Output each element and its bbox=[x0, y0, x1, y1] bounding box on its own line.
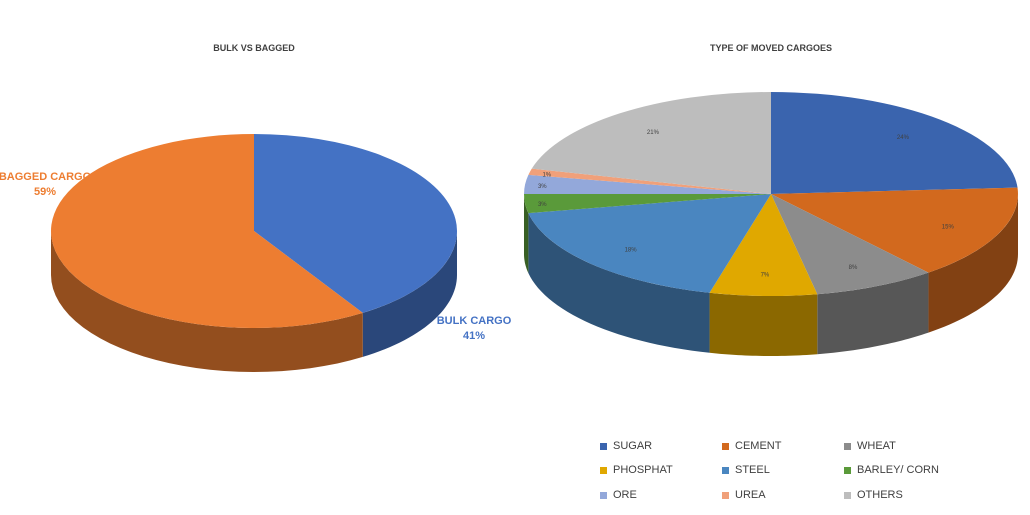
chart2-value-others: 21% bbox=[647, 130, 660, 136]
chart2-pie: 24% 15% 8% 7% 18% 3% 3% 1% 21% bbox=[524, 92, 1018, 356]
pie2-slice-wheat bbox=[771, 194, 929, 295]
pie2-side-cement bbox=[928, 194, 1018, 333]
legend-label-sugar: SUGAR bbox=[613, 440, 653, 452]
legend-label-others: OTHERS bbox=[857, 489, 903, 501]
chart2-value-phosphat: 7% bbox=[761, 273, 770, 279]
legend-label-barley-corn: BARLEY/ CORN bbox=[857, 464, 939, 476]
legend-swatch-cement bbox=[722, 442, 729, 450]
legend-item-steel: STEEL bbox=[722, 464, 770, 476]
legend-label-wheat: WHEAT bbox=[857, 440, 896, 452]
chart2-value-steel: 18% bbox=[625, 248, 638, 254]
legend-item-wheat: WHEAT bbox=[844, 440, 896, 452]
pie2-slice-cement bbox=[771, 187, 1018, 273]
pie2-slice-urea bbox=[528, 168, 771, 194]
legend-label-steel: STEEL bbox=[735, 464, 770, 476]
chart1-value-bagged-cargo: 59% bbox=[34, 186, 56, 198]
pie2-side-wheat bbox=[817, 272, 929, 355]
chart2-value-urea: 1% bbox=[542, 172, 551, 178]
pie2-side-phosphat bbox=[709, 292, 818, 356]
chart2-value-cement: 15% bbox=[942, 225, 955, 231]
legend-swatch-wheat bbox=[844, 442, 851, 450]
chart1-label-bulk-cargo: BULK CARGO bbox=[437, 315, 512, 327]
pie1-side-bulk-cargo bbox=[362, 231, 457, 357]
pie2-slice-steel bbox=[528, 194, 771, 293]
legend-label-ore: ORE bbox=[613, 489, 637, 501]
legend-swatch-barley-corn bbox=[844, 466, 851, 474]
chart1-title: BULK VS BAGGED bbox=[213, 43, 295, 53]
legend-item-ore: ORE bbox=[600, 489, 637, 501]
legend-item-others: OTHERS bbox=[844, 489, 903, 501]
legend-item-urea: UREA bbox=[722, 489, 766, 501]
pie2-slice-phosphat bbox=[709, 194, 818, 297]
chart1-label-bagged-cargo: BAGGED CARGO bbox=[0, 171, 92, 183]
pie2-slice-barley-corn bbox=[524, 194, 771, 214]
legend-swatch-others bbox=[844, 491, 851, 499]
pie1-slice-bagged-cargo bbox=[50, 134, 363, 328]
chart2-value-sugar: 24% bbox=[897, 135, 910, 141]
chart2-value-wheat: 8% bbox=[849, 265, 858, 271]
legend-swatch-phosphat bbox=[600, 466, 607, 474]
legend-item-cement: CEMENT bbox=[722, 440, 781, 452]
pie2-side-steel bbox=[528, 213, 710, 353]
legend-item-barley-corn: BARLEY/ CORN bbox=[844, 464, 939, 476]
legend-swatch-urea bbox=[722, 491, 729, 499]
chart2-value-barley-corn: 3% bbox=[538, 202, 547, 208]
legend-label-cement: CEMENT bbox=[735, 440, 782, 452]
chart2-value-ore: 3% bbox=[538, 184, 547, 190]
legend-swatch-sugar bbox=[600, 442, 607, 450]
pie2-slice-others bbox=[531, 92, 771, 194]
pie2-side-barley-corn bbox=[524, 194, 529, 274]
chart1-pie: BULK CARGO 41% BAGGED CARGO 59% bbox=[0, 134, 512, 372]
legend-label-phosphat: PHOSPHAT bbox=[613, 464, 673, 476]
legend-item-phosphat: PHOSPHAT bbox=[600, 464, 673, 476]
chart1-value-bulk-cargo: 41% bbox=[463, 330, 485, 342]
legend-label-urea: UREA bbox=[735, 489, 766, 501]
pie1-slice-bulk-cargo bbox=[254, 134, 457, 313]
legend-swatch-ore bbox=[600, 491, 607, 499]
legend-item-sugar: SUGAR bbox=[600, 440, 652, 452]
pie2-slice-ore bbox=[524, 174, 771, 194]
pie2-slice-sugar bbox=[771, 92, 1018, 194]
pie1-side-bagged-cargo bbox=[51, 231, 363, 372]
chart2-title: TYPE OF MOVED CARGOES bbox=[710, 43, 832, 53]
legend-swatch-steel bbox=[722, 466, 729, 474]
